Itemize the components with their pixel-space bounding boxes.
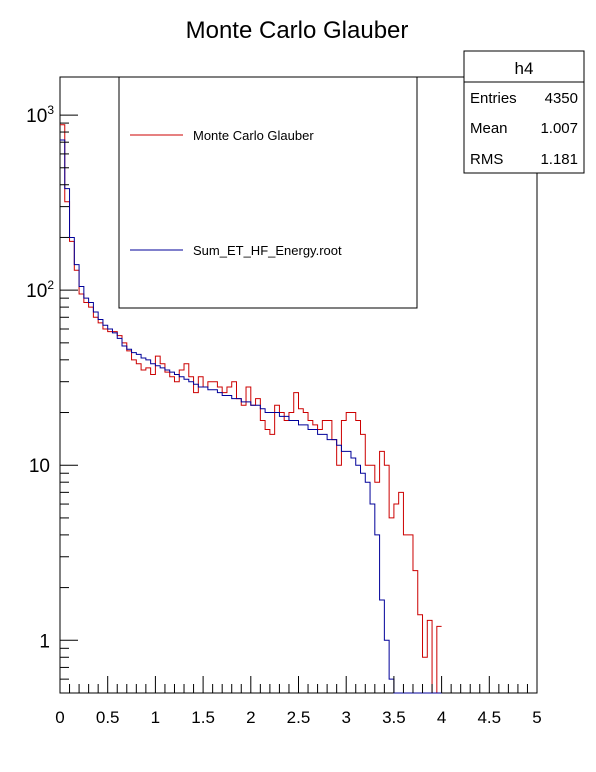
stats-mean-label: Mean: [470, 120, 508, 137]
x-tick-label: 3: [341, 708, 350, 727]
x-tick-label: 2: [246, 708, 255, 727]
x-tick-label: 2.5: [287, 708, 311, 727]
x-tick-label: 1.5: [191, 708, 215, 727]
legend-label-mc-glauber: Monte Carlo Glauber: [193, 128, 314, 143]
y-tick-label: 10: [29, 456, 50, 477]
x-tick-label: 5: [532, 708, 541, 727]
stats-rms-value: 1.181: [540, 151, 578, 168]
stats-entries-label: Entries: [470, 90, 517, 107]
y-tick-label: 1: [39, 631, 50, 652]
x-tick-label: 0.5: [96, 708, 120, 727]
legend: Monte Carlo Glauber Sum_ET_HF_Energy.roo…: [118, 76, 418, 309]
x-tick-label: 4: [437, 708, 446, 727]
x-tick-label: 3.5: [382, 708, 406, 727]
stats-mean-value: 1.007: [540, 120, 578, 137]
series-line-sum-et: [60, 139, 442, 694]
x-axis: 0 0.5 1 1.5 2 2.5 3 3.5 4 4.5 5: [55, 676, 542, 727]
x-tick-label: 0: [55, 708, 64, 727]
x-tick-label: 1: [151, 708, 160, 727]
stats-title: h4: [515, 59, 534, 78]
y-tick-label: 102: [26, 278, 54, 302]
stats-entries-value: 4350: [545, 90, 578, 107]
series-layer: [60, 124, 442, 694]
y-tick-label: 103: [26, 103, 54, 127]
x-tick-label: 4.5: [477, 708, 501, 727]
stats-box-frame: [463, 50, 585, 174]
stats-rms-label: RMS: [470, 151, 503, 168]
legend-box: [118, 76, 418, 309]
chart-title: Monte Carlo Glauber: [186, 17, 409, 44]
legend-label-sum-et: Sum_ET_HF_Energy.root: [193, 243, 342, 258]
stats-box: h4 Entries 4350 Mean 1.007 RMS 1.181: [463, 50, 585, 174]
series-line-mc-glauber: [60, 124, 442, 694]
